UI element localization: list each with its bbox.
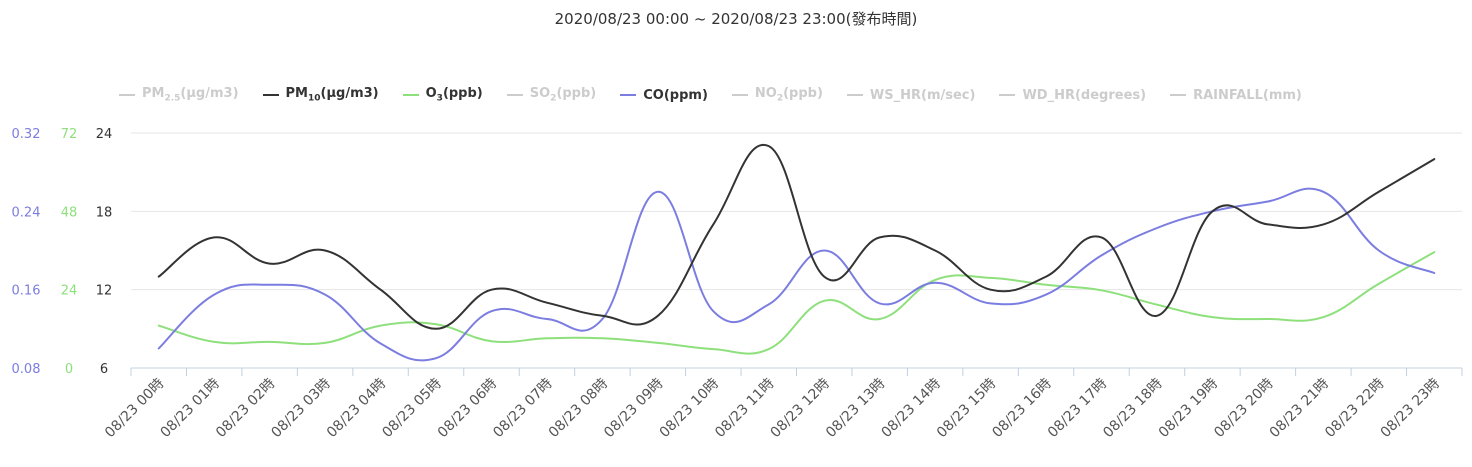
legend-label: RAINFALL(mm) <box>1193 87 1302 103</box>
legend-swatch <box>119 94 135 96</box>
legend-label: CO(ppm) <box>643 87 708 103</box>
y-tick-label-pm10: 24 <box>96 127 113 142</box>
legend-swatch <box>620 94 637 96</box>
legend-swatch <box>262 94 279 96</box>
legend-label: O3(ppb) <box>425 86 483 104</box>
x-tick-label: 08/23 23時 <box>1378 376 1443 441</box>
legend-item-no2[interactable]: NO2(ppb) <box>731 86 823 104</box>
y-tick-label-pm10: 18 <box>96 205 113 220</box>
legend-item-pm10[interactable]: PM10(μg/m3) <box>262 86 379 104</box>
y-tick-label-co: 0.24 <box>12 205 41 220</box>
legend-swatch <box>506 94 523 96</box>
y-tick-label-co: 0.08 <box>12 362 41 377</box>
chart-title: 2020/08/23 00:00 ~ 2020/08/23 23:00(發布時間… <box>554 10 918 28</box>
legend-item-pm25[interactable]: PM2.5(μg/m3) <box>119 86 239 104</box>
legend-item-o3[interactable]: O3(ppb) <box>402 86 483 104</box>
legend-label: PM10(μg/m3) <box>285 86 379 104</box>
y-tick-label-pm10: 12 <box>96 284 113 299</box>
y-tick-label-o3: 72 <box>61 127 78 142</box>
y-tick-label-pm10: 6 <box>100 362 108 377</box>
legend: PM2.5(μg/m3) PM10(μg/m3) O3(ppb) SO2(ppb) CO… <box>119 82 1326 108</box>
legend-item-co[interactable]: CO(ppm) <box>620 88 708 103</box>
legend-swatch <box>846 94 863 96</box>
series-line-pm10[interactable] <box>157 143 1436 330</box>
y-tick-label-co: 0.16 <box>12 284 41 299</box>
legend-item-rain[interactable]: RAINFALL(mm) <box>1170 88 1302 103</box>
legend-label: NO2(ppb) <box>754 86 823 104</box>
legend-swatch <box>999 94 1016 96</box>
legend-swatch <box>731 94 748 96</box>
y-tick-label-co: 0.32 <box>12 127 41 142</box>
y-tick-label-o3: 48 <box>61 205 78 220</box>
legend-item-wd[interactable]: WD_HR(degrees) <box>999 88 1146 103</box>
legend-item-so2[interactable]: SO2(ppb) <box>506 86 597 104</box>
legend-label: WS_HR(m/sec) <box>869 87 976 103</box>
y-tick-label-o3: 24 <box>61 284 78 299</box>
legend-swatch <box>1170 94 1187 96</box>
y-tick-label-o3: 0 <box>65 362 73 377</box>
legend-swatch <box>402 94 419 96</box>
legend-item-ws[interactable]: WS_HR(m/sec) <box>846 87 976 103</box>
legend-label: PM2.5(μg/m3) <box>142 86 239 104</box>
legend-label: WD_HR(degrees) <box>1022 87 1147 103</box>
series-line-o3[interactable] <box>157 251 1436 355</box>
legend-label: SO2(ppb) <box>529 86 597 104</box>
